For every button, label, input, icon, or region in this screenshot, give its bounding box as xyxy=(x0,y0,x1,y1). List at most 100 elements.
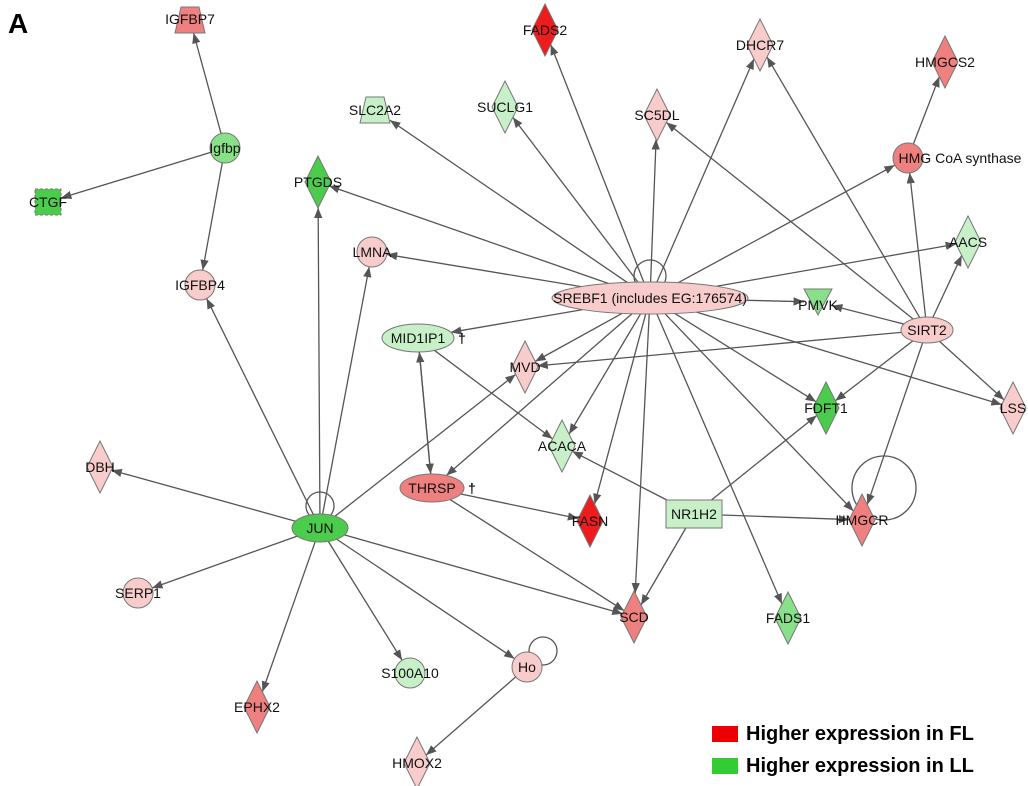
node-label-ptgds: PTGDS xyxy=(294,174,342,190)
edge-srebf1-to-mvd xyxy=(534,312,623,362)
edge-sirt2-to-fdft1 xyxy=(834,340,914,402)
edge-srebf1-to-slc2a2 xyxy=(389,119,628,283)
node-mvd[interactable]: MVD xyxy=(509,339,541,395)
edge-nr1h2-to-scd xyxy=(640,527,687,606)
node-label-igfbp: Igfbp xyxy=(209,140,240,156)
node-shape-jun xyxy=(291,513,349,543)
node-scd[interactable]: SCD xyxy=(619,589,649,645)
node-label-fasn: FASN xyxy=(572,513,609,529)
node-suclg1[interactable]: SUCLG1 xyxy=(477,79,533,135)
self-loops-layer xyxy=(305,259,917,666)
edge-jun-to-ephx2 xyxy=(261,541,316,692)
node-shape-acaca xyxy=(548,418,576,474)
node-hmgcr[interactable]: HMGCR xyxy=(836,492,889,548)
node-shape-nr1h2 xyxy=(665,499,723,529)
node-dbh[interactable]: DBH xyxy=(85,439,115,495)
node-ephx2[interactable]: EPHX2 xyxy=(234,679,280,735)
node-nr1h2[interactable]: NR1H2 xyxy=(665,499,723,529)
node-shape-slc2a2 xyxy=(359,96,391,124)
node-label-acaca: ACACA xyxy=(538,438,587,454)
node-shape-fdft1 xyxy=(812,380,840,436)
edge-srebf1-to-suclg1 xyxy=(512,116,639,283)
edge-sirt2-to-hmgcr xyxy=(866,342,924,505)
node-label-igfbp7: IGFBP7 xyxy=(165,11,215,27)
edge-jun-to-igfbp4 xyxy=(206,298,314,515)
dagger-thrsp: † xyxy=(468,480,476,496)
node-serp1[interactable]: SERP1 xyxy=(115,577,161,609)
edge-nr1h2-to-acaca xyxy=(572,450,668,501)
node-igfbp7[interactable]: IGFBP7 xyxy=(165,6,215,34)
node-label-lss: LSS xyxy=(1000,400,1026,416)
node-ho[interactable]: Ho xyxy=(511,651,543,683)
node-shape-sirt2 xyxy=(900,316,954,344)
node-aacs[interactable]: AACS xyxy=(949,214,987,270)
node-s100a10[interactable]: S100A10 xyxy=(381,657,439,689)
node-acaca[interactable]: ACACA xyxy=(538,418,587,474)
edge-sirt2-to-sc5dl xyxy=(665,121,914,320)
node-hmgcs2[interactable]: HMGCS2 xyxy=(915,34,975,90)
node-hmgcoa[interactable]: HMG CoA synthase xyxy=(892,142,1022,174)
dagger-mid1ip1: † xyxy=(458,330,466,346)
node-fasn[interactable]: FASN xyxy=(572,493,609,549)
node-shape-igfbp4 xyxy=(184,269,216,301)
node-shape-serp1 xyxy=(122,577,154,609)
edge-sirt2-to-aacs xyxy=(932,255,963,318)
edge-igfbp-to-igfbp4 xyxy=(200,162,223,271)
node-fdft1[interactable]: FDFT1 xyxy=(804,380,848,436)
self-loop-ho xyxy=(528,636,558,666)
node-slc2a2[interactable]: SLC2A2 xyxy=(349,96,401,124)
node-pmvk[interactable]: PMVK xyxy=(798,288,838,317)
node-mid1ip1[interactable]: MID1IP1 xyxy=(381,323,455,353)
node-label-aacs: AACS xyxy=(949,234,987,250)
node-lmna[interactable]: LMNA xyxy=(353,236,393,268)
node-dhcr7[interactable]: DHCR7 xyxy=(736,17,784,73)
node-jun[interactable]: JUN xyxy=(291,513,349,543)
edge-sirt2-to-pmvk xyxy=(831,304,905,325)
node-sc5dl[interactable]: SC5DL xyxy=(634,87,680,143)
node-shape-ephx2 xyxy=(243,679,271,735)
node-thrsp[interactable]: THRSP xyxy=(399,473,465,503)
node-label-thrsp: THRSP xyxy=(408,480,455,496)
node-sirt2[interactable]: SIRT2 xyxy=(900,316,954,344)
node-shape-hmox2 xyxy=(403,735,431,786)
node-label-fdft1: FDFT1 xyxy=(804,400,848,416)
node-label-hmgcoa: HMG CoA synthase xyxy=(899,150,1022,166)
edge-hmgcoa-to-hmgcs2 xyxy=(912,76,940,145)
node-label-srebf1: SREBF1 (includes EG:176574) xyxy=(553,290,747,306)
edge-jun-to-ptgds xyxy=(314,207,323,515)
legend-label-fl: Higher expression in FL xyxy=(746,722,974,745)
node-label-pmvk: PMVK xyxy=(798,297,838,313)
edge-jun-to-lmna xyxy=(321,266,372,515)
node-label-fads2: FADS2 xyxy=(523,22,568,38)
node-ptgds[interactable]: PTGDS xyxy=(294,154,342,210)
self-loop-hmgcr xyxy=(851,455,917,521)
node-shape-suclg1 xyxy=(491,79,519,135)
node-ctgf[interactable]: CTGF xyxy=(29,188,67,216)
node-fads1[interactable]: FADS1 xyxy=(766,590,811,646)
node-shape-thrsp xyxy=(399,473,465,503)
node-label-mid1ip1: MID1IP1 xyxy=(391,330,446,346)
node-label-slc2a2: SLC2A2 xyxy=(349,102,401,118)
node-lss[interactable]: LSS xyxy=(999,380,1027,436)
node-igfbp[interactable]: Igfbp xyxy=(209,132,241,164)
node-label-serp1: SERP1 xyxy=(115,585,161,601)
edge-srebf1-to-fasn xyxy=(593,313,647,505)
node-label-mvd: MVD xyxy=(509,359,540,375)
node-fads2[interactable]: FADS2 xyxy=(523,2,568,58)
node-label-fads1: FADS1 xyxy=(766,610,811,626)
edge-jun-to-s100a10 xyxy=(327,541,403,661)
node-label-s100a10: S100A10 xyxy=(381,665,439,681)
edge-sirt2-to-lss xyxy=(939,340,1005,401)
legend: Higher expression in FL Higher expressio… xyxy=(712,718,974,782)
edge-nr1h2-to-hmgcr xyxy=(721,514,850,524)
edge-srebf1-to-hmgcoa xyxy=(677,164,896,284)
node-hmox2[interactable]: HMOX2 xyxy=(392,735,442,786)
node-shape-dhcr7 xyxy=(746,17,774,73)
node-srebf1[interactable]: SREBF1 (includes EG:176574) xyxy=(551,281,749,315)
edge-srebf1-to-fdft1 xyxy=(674,312,817,403)
edge-srebf1-to-aacs xyxy=(716,241,957,287)
edge-igfbp-to-igfbp7 xyxy=(192,32,222,134)
node-shape-hmgcoa xyxy=(892,142,924,174)
node-igfbp4[interactable]: IGFBP4 xyxy=(175,269,225,301)
